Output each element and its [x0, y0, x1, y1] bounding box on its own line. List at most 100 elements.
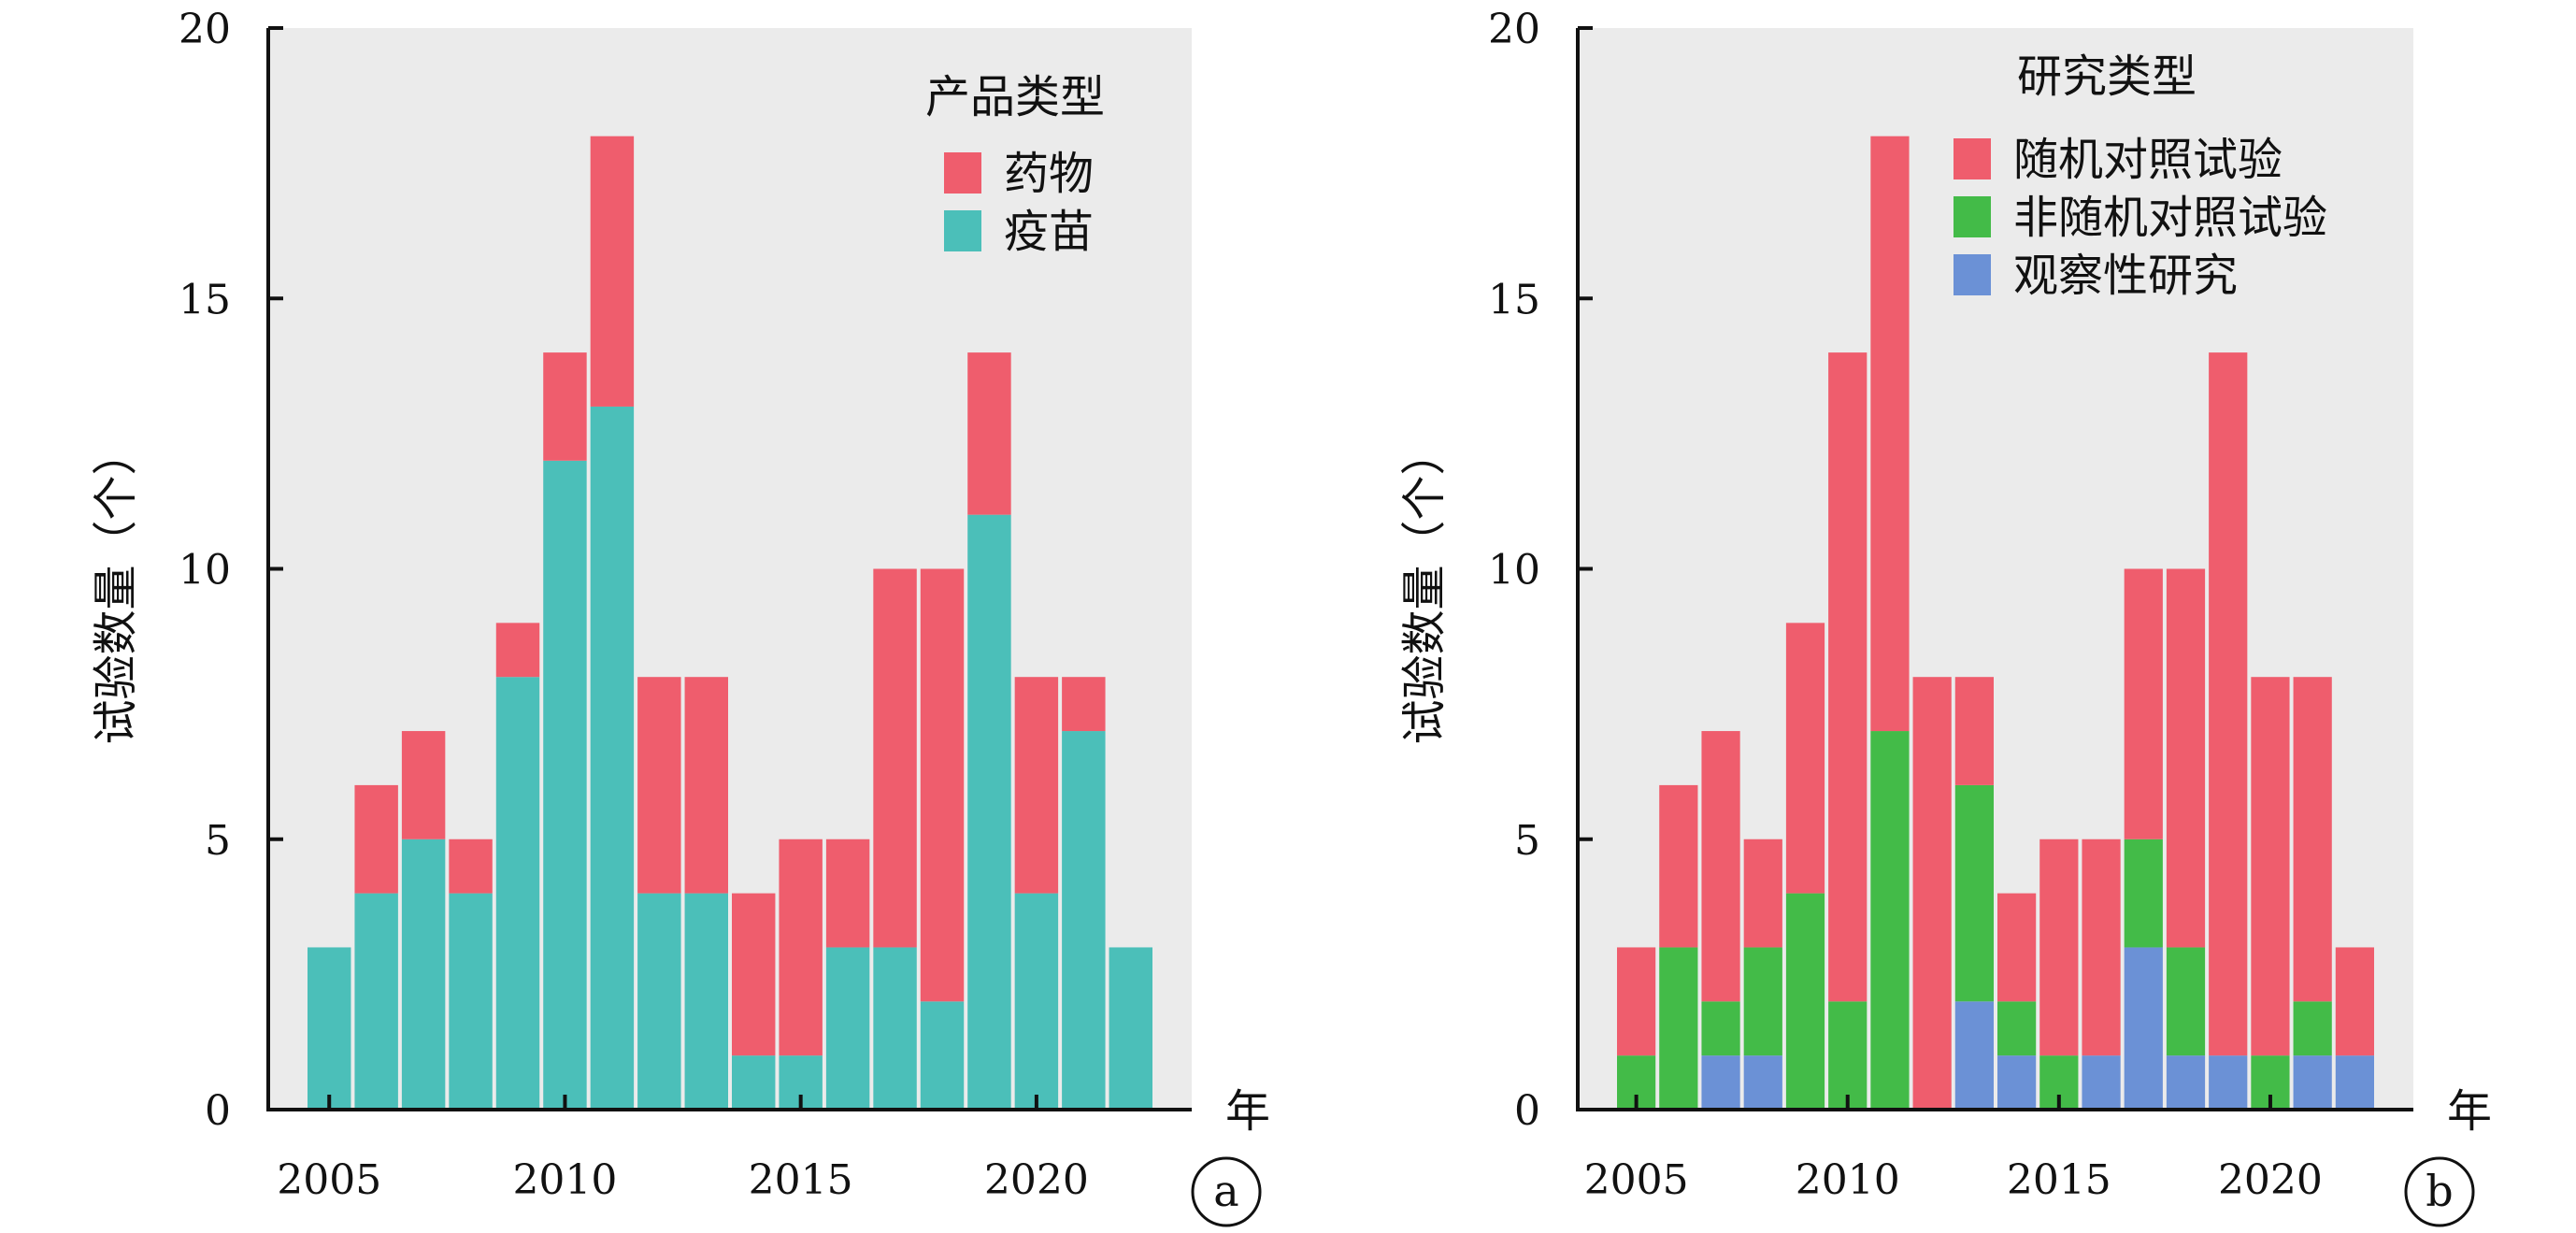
- legend-label: 随机对照试验: [2013, 134, 2283, 186]
- bar-segment: [1701, 731, 1740, 1002]
- bar-segment: [2166, 947, 2206, 1056]
- bar-segment: [449, 893, 493, 1110]
- bar-segment: [2293, 1001, 2332, 1056]
- bar-segment: [2082, 1055, 2121, 1110]
- bar-segment: [2293, 677, 2332, 1002]
- bar-segment: [825, 947, 870, 1110]
- bar-segment: [449, 839, 493, 894]
- panel-letter: a: [1213, 1166, 1238, 1216]
- bar-segment: [1785, 893, 1825, 1110]
- bar-segment: [920, 1001, 965, 1110]
- bar-segment: [1785, 623, 1825, 894]
- y-axis-title: 试验数量（个）: [1398, 430, 1451, 744]
- bar-segment: [1659, 784, 1698, 948]
- bar-segment: [2124, 568, 2163, 839]
- bar-segment: [2209, 1055, 2248, 1110]
- bar-segment: [354, 893, 398, 1110]
- bar-segment: [920, 568, 965, 1002]
- legend-title: 产品类型: [925, 71, 1105, 123]
- bar-segment: [1062, 677, 1106, 732]
- bar-segment: [2251, 677, 2290, 1056]
- bar-segment: [1912, 677, 1952, 1110]
- x-tick-label: 2015: [749, 1156, 853, 1204]
- chart-panel-a: 0 5 10 15 20 2005 2010 2015 2020 年 试验数量（个） 产品类型药物疫苗…: [90, 6, 1270, 1227]
- legend-swatch: [944, 152, 981, 194]
- bar-segment: [543, 352, 587, 461]
- panel-letter: b: [2426, 1166, 2453, 1216]
- bar-segment: [1659, 947, 1698, 1110]
- bar-segment: [1617, 947, 1656, 1056]
- x-tick-label: 2005: [1584, 1156, 1689, 1204]
- y-tick-label: 0: [1514, 1087, 1540, 1135]
- bar-segment: [543, 460, 587, 1110]
- legend-title: 研究类型: [2017, 50, 2197, 103]
- bar-segment: [1997, 893, 2037, 1002]
- bar-segment: [1109, 947, 1152, 1110]
- x-axis-title: 年: [1225, 1085, 1270, 1138]
- x-axis-title: 年: [2447, 1085, 2492, 1138]
- bar-segment: [967, 514, 1011, 1110]
- bar-segment: [873, 947, 917, 1110]
- legend-swatch: [1953, 196, 1991, 237]
- bar-segment: [1870, 731, 1910, 1110]
- bar-segment: [1014, 677, 1059, 894]
- y-axis-title: 试验数量（个）: [90, 430, 142, 744]
- x-tick-label: 2005: [277, 1156, 381, 1204]
- bar-segment: [732, 893, 776, 1056]
- bar-segment: [495, 677, 540, 1110]
- bar-segment: [1701, 1001, 1740, 1056]
- bar-segment: [590, 136, 635, 407]
- bar-segment: [1014, 893, 1059, 1110]
- legend-swatch: [1953, 254, 1991, 295]
- x-tick-label: 2020: [984, 1156, 1089, 1204]
- bar-segment: [825, 839, 870, 948]
- bar-segment: [590, 406, 635, 1110]
- y-tick-label: 10: [179, 547, 231, 595]
- bar-segment: [1870, 136, 1910, 732]
- legend-label: 非随机对照试验: [2013, 192, 2327, 244]
- bar-segment: [684, 893, 728, 1110]
- bar-segment: [2039, 839, 2079, 1056]
- legend-swatch: [1953, 138, 1991, 179]
- legend-label: 药物: [1004, 148, 1094, 200]
- bar-segment: [2166, 1055, 2206, 1110]
- bar-segment: [1743, 1055, 1782, 1110]
- bar-segment: [2124, 839, 2163, 948]
- bar-segment: [401, 731, 446, 839]
- bar-segment: [308, 947, 351, 1110]
- bar-segment: [2335, 947, 2374, 1056]
- y-tick-label: 20: [1488, 6, 1540, 53]
- y-tick-label: 20: [179, 6, 231, 53]
- bar-segment: [2082, 839, 2121, 1056]
- y-tick-label: 15: [179, 276, 231, 323]
- x-tick-label: 2010: [512, 1156, 617, 1204]
- bar-segment: [1743, 947, 1782, 1056]
- y-tick-label: 5: [1514, 817, 1540, 865]
- legend-label: 疫苗: [1004, 206, 1094, 258]
- panel-letter-circle: [1191, 1156, 1262, 1227]
- y-tick-label: 0: [205, 1087, 231, 1135]
- bar-segment: [1954, 677, 1994, 785]
- bar-segment: [637, 893, 681, 1110]
- bar-segment: [401, 839, 446, 1110]
- bar-segment: [1743, 839, 1782, 948]
- chart-panel-b: 0 5 10 15 20 2005 2010 2015 2020 年 试验数量（个） 研究类型随机对照…: [1398, 6, 2492, 1227]
- bar-segment: [967, 352, 1011, 515]
- y-tick-label: 10: [1488, 547, 1540, 595]
- bar-segment: [873, 568, 917, 948]
- bar-segment: [2293, 1055, 2332, 1110]
- bar-segment: [1997, 1055, 2037, 1110]
- bar-segment: [2166, 568, 2206, 948]
- bar-segment: [779, 839, 823, 1056]
- bar-segment: [354, 784, 398, 894]
- bar-segment: [495, 623, 540, 678]
- bar-segment: [1997, 1001, 2037, 1056]
- bar-segment: [1701, 1055, 1740, 1110]
- bar-segment: [732, 1055, 776, 1110]
- bar-segment: [1954, 784, 1994, 1002]
- bar-segment: [1954, 1001, 1994, 1110]
- legend-label: 观察性研究: [2013, 250, 2238, 302]
